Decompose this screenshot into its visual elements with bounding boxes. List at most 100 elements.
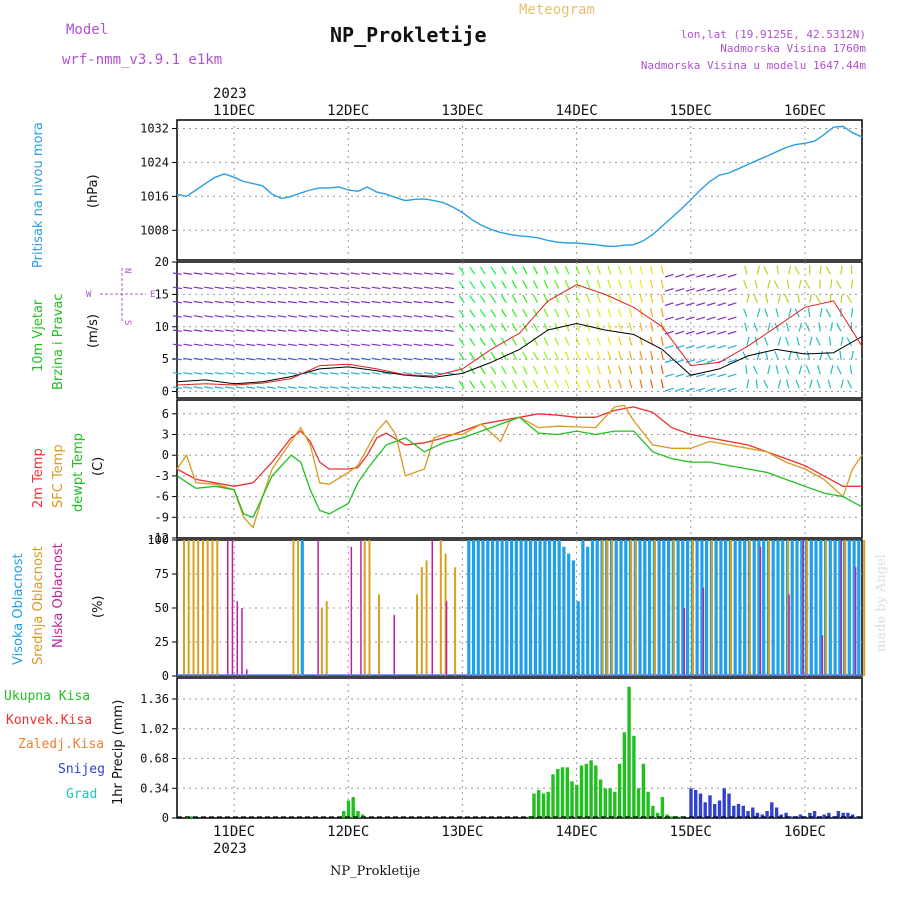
wind-barb — [371, 372, 381, 375]
wind-barb — [618, 279, 622, 289]
precip-bar — [560, 767, 565, 819]
wind-barb — [756, 265, 761, 275]
wind-barb — [607, 336, 612, 346]
cloud-bar — [486, 540, 490, 676]
wind-barb — [511, 294, 518, 304]
cloud-bar — [759, 546, 762, 676]
precip-label-total: Ukupna Kisa — [4, 689, 90, 704]
wind-barb — [479, 266, 486, 275]
cloud-bar — [863, 540, 866, 676]
precip-bar — [598, 779, 603, 818]
precip-label-grad: Grad — [66, 787, 97, 802]
wind-barb — [618, 336, 622, 346]
wind-barb — [329, 386, 339, 389]
wind-barb — [490, 351, 497, 361]
wind-barb — [266, 329, 277, 332]
wind-barb — [277, 329, 287, 332]
wind-barb — [350, 329, 360, 332]
wind-barb — [319, 272, 329, 275]
wind-barb — [204, 272, 214, 275]
wind-barb — [586, 351, 591, 361]
x-tick-label-top: 15DEC — [670, 103, 712, 119]
wind-barb — [204, 386, 214, 389]
wind-barb — [350, 315, 360, 318]
lonlat-text: lon,lat (19.9125E, 42.5312N) — [681, 28, 866, 41]
wind-barb — [846, 337, 853, 346]
y-tick-label: 1024 — [140, 155, 169, 169]
cloud-bar — [733, 540, 737, 676]
precip-bar — [770, 802, 774, 819]
wind-barb — [444, 315, 454, 318]
wind-barb — [650, 293, 654, 303]
cloud-bar — [467, 540, 471, 676]
dewpt-line — [176, 416, 863, 519]
wind-barb — [840, 336, 844, 346]
cloud-bar — [719, 540, 723, 676]
cloud-bar — [590, 540, 595, 676]
wind-barb — [371, 300, 381, 304]
cloud-bar — [790, 540, 794, 676]
wind-barb — [827, 379, 832, 389]
cloud-bar — [681, 540, 685, 676]
wind-barb — [809, 379, 813, 389]
wind-barb — [742, 351, 748, 361]
wind-barb — [225, 315, 235, 318]
wind-barb — [434, 315, 444, 318]
wind-barb — [554, 265, 560, 275]
precip-bar — [575, 784, 579, 819]
wind-barb — [522, 351, 528, 361]
wind-barb — [340, 386, 350, 389]
wind-barb — [329, 286, 339, 290]
cloud-bar — [795, 540, 799, 676]
wind-barb — [596, 336, 601, 346]
wind-barb — [287, 386, 297, 389]
cloud-bar — [439, 540, 442, 676]
wind-barb — [830, 365, 834, 375]
precip-bar — [694, 790, 698, 818]
wind-barb — [706, 316, 716, 321]
wind-barb — [235, 357, 245, 361]
cloud-bar — [838, 540, 842, 676]
wind-barb — [532, 280, 539, 289]
wind-barb — [575, 365, 580, 375]
wind-barb — [246, 329, 256, 332]
wind-barb — [554, 365, 560, 375]
cloud-bar — [533, 540, 537, 676]
cloud-bar — [529, 540, 533, 676]
wind-barb — [664, 330, 674, 335]
wind-barb — [501, 365, 507, 375]
precip-bar — [656, 812, 660, 819]
wind-barb — [490, 323, 497, 332]
x-tick-label-bottom: 11DEC — [213, 824, 255, 840]
wind-barb — [763, 379, 769, 389]
wind-barb — [798, 365, 803, 375]
wind-barb — [413, 343, 423, 347]
cloud-bar — [752, 540, 756, 676]
wind-barb — [696, 287, 706, 292]
wind-barb — [329, 300, 339, 304]
wind-barb — [172, 329, 182, 332]
wind-barb — [847, 379, 853, 389]
wind-barb — [434, 329, 444, 332]
wind-barb — [423, 315, 434, 318]
wind-barb — [618, 265, 622, 275]
bottom-year-label: 2023 — [213, 841, 247, 857]
x-tick-label-bottom: 16DEC — [784, 824, 826, 840]
wind-barb — [660, 293, 664, 303]
y-tick-label: 25 — [155, 635, 169, 649]
wind-barb — [628, 308, 633, 318]
wind-barb — [706, 273, 716, 278]
wind-barb — [685, 302, 695, 307]
precip-bar — [537, 790, 541, 818]
altitude-text: Nadmorska Visina 1760m — [720, 42, 866, 55]
wind-barb — [193, 386, 203, 389]
cloud-bar — [700, 540, 704, 676]
wind-barb — [607, 379, 612, 389]
wind-barb — [564, 365, 570, 375]
wind-barb — [586, 336, 591, 346]
precip-bar — [627, 686, 631, 819]
cloud-bar — [624, 540, 628, 676]
cloud-bar — [425, 560, 428, 676]
cloud-bar — [683, 608, 686, 676]
wind-barb — [444, 329, 454, 332]
